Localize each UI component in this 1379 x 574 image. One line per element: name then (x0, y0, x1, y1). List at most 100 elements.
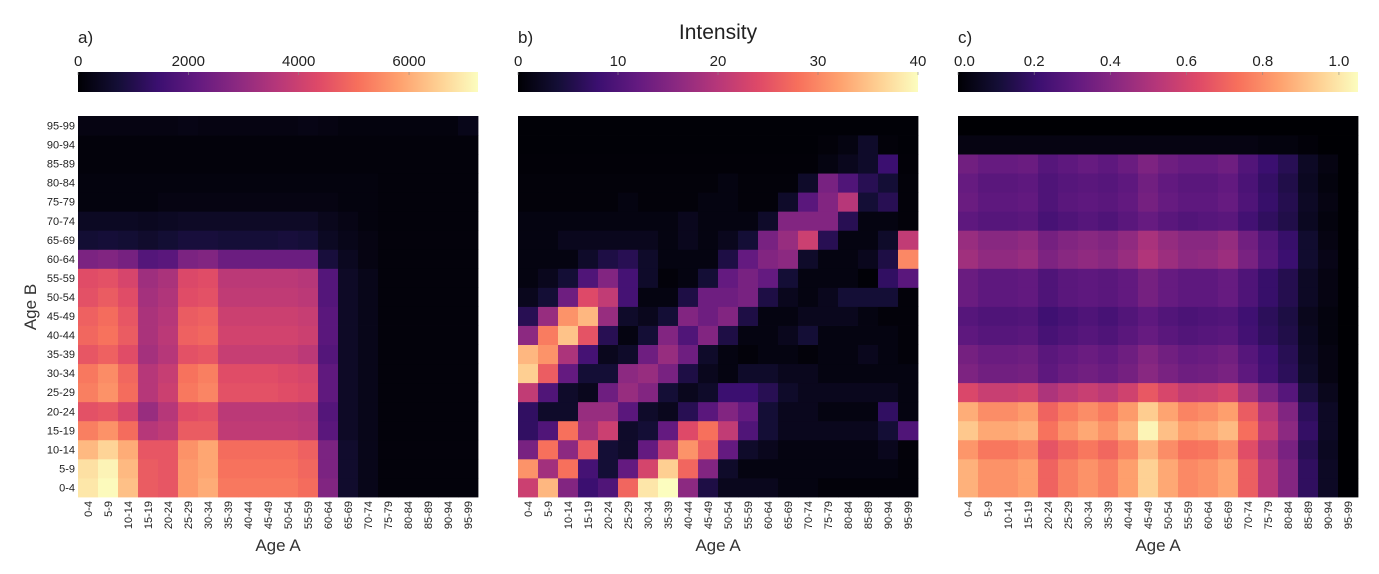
heatmap-cell (618, 173, 639, 193)
heatmap-cell (1178, 249, 1199, 269)
heatmap-cell (1118, 382, 1139, 403)
heatmap-cell (358, 401, 379, 422)
heatmap-cell (378, 420, 399, 441)
x-tick-label: 35-39 (223, 501, 235, 529)
colorbar-tick-label: 0 (514, 53, 522, 70)
heatmap-cell (618, 211, 639, 231)
heatmap-cell (578, 211, 599, 231)
heatmap-cell (258, 135, 279, 155)
heatmap-cell (958, 154, 979, 174)
heatmap-cell (1298, 458, 1319, 479)
heatmap-cell (1198, 135, 1219, 155)
heatmap-cell (398, 230, 419, 250)
heatmap-cell (798, 439, 819, 460)
heatmap-cell (78, 306, 99, 326)
heatmap-cell (578, 287, 599, 307)
heatmap-cell (598, 211, 619, 231)
heatmap-cell (878, 325, 899, 345)
x-tick-label: 70-74 (1243, 501, 1255, 529)
heatmap-cell (818, 211, 839, 231)
heatmap-cell (778, 363, 799, 384)
heatmap-cell (638, 173, 659, 193)
heatmap-cell (218, 325, 239, 345)
heatmap-cell (1058, 306, 1079, 326)
heatmap-cell (978, 401, 999, 422)
heatmap-cell (378, 439, 399, 460)
heatmap-cell (1218, 116, 1239, 136)
heatmap-cell (198, 458, 219, 479)
heatmap-cell (318, 382, 339, 403)
heatmap-cell (678, 401, 699, 422)
heatmap-cell (538, 154, 559, 174)
heatmap-cell (958, 287, 979, 307)
heatmap-cell (1178, 173, 1199, 193)
heatmap-cell (178, 363, 199, 384)
heatmap-cell (198, 477, 219, 498)
heatmap-cell (1158, 268, 1179, 288)
heatmap-cell (158, 477, 179, 498)
y-tick-label: 75-79 (47, 197, 75, 209)
heatmap-cell (238, 116, 259, 136)
x-tick-label: 55-59 (743, 501, 755, 529)
heatmap-cell (358, 192, 379, 212)
heatmap-cell (618, 249, 639, 269)
heatmap-cell (718, 306, 739, 326)
heatmap-cell (238, 363, 259, 384)
heatmap-cell (558, 363, 579, 384)
heatmap-cell (1078, 154, 1099, 174)
heatmap-cell (1198, 439, 1219, 460)
heatmap-cell (318, 306, 339, 326)
heatmap-cell (1298, 154, 1319, 174)
heatmap-cell (1018, 173, 1039, 193)
heatmap-cell (598, 230, 619, 250)
heatmap-cell (1198, 325, 1219, 345)
heatmap-cell (418, 211, 439, 231)
heatmap-cell (1338, 306, 1359, 326)
heatmap-cell (1078, 192, 1099, 212)
heatmap-cell (1198, 382, 1219, 403)
heatmap-cell (998, 211, 1019, 231)
x-tick-label: 30-34 (643, 501, 655, 529)
heatmap-cell (858, 477, 879, 498)
heatmap-cell (858, 154, 879, 174)
heatmap-cell (198, 420, 219, 441)
heatmap-cell (778, 439, 799, 460)
heatmap-cell (538, 382, 559, 403)
heatmap-cell (1238, 211, 1259, 231)
heatmap-cell (798, 173, 819, 193)
heatmap-cell (178, 249, 199, 269)
heatmap-cell (658, 173, 679, 193)
heatmap-cell (278, 154, 299, 174)
heatmap-cell (958, 135, 979, 155)
heatmap-cell (138, 401, 159, 422)
heatmap-cell (978, 439, 999, 460)
heatmap-cell (1338, 230, 1359, 250)
heatmap-cell (978, 458, 999, 479)
heatmap-cell (418, 344, 439, 365)
x-tick-label: 55-59 (303, 501, 315, 529)
heatmap-cell (458, 420, 479, 441)
heatmap-cell (978, 249, 999, 269)
heatmap-cell (418, 382, 439, 403)
heatmap-cell (678, 363, 699, 384)
heatmap-cell (438, 230, 459, 250)
heatmap-cell (618, 135, 639, 155)
heatmap-cell (1338, 325, 1359, 345)
heatmap-cell (1158, 135, 1179, 155)
heatmap-cell (198, 173, 219, 193)
heatmap-cell (1178, 268, 1199, 288)
heatmap-cell (358, 268, 379, 288)
heatmap-cell (198, 154, 219, 174)
heatmap-cell (818, 154, 839, 174)
x-tick-label: 70-74 (363, 501, 375, 529)
heatmap-cell (1238, 268, 1259, 288)
heatmap-cell (618, 325, 639, 345)
heatmap-cell (538, 477, 559, 498)
heatmap-panel-c: c) 0.0 0.2 0.4 0.6 0.8 1.0 0-4 5-9 10-14 15-19 20-2… (954, 28, 1359, 555)
heatmap-cell (218, 135, 239, 155)
heatmap-cell (298, 458, 319, 479)
heatmap-cell (458, 477, 479, 498)
heatmap-cell (538, 268, 559, 288)
colorbar-tick-label: 30 (810, 53, 827, 70)
heatmap-cell (98, 363, 119, 384)
